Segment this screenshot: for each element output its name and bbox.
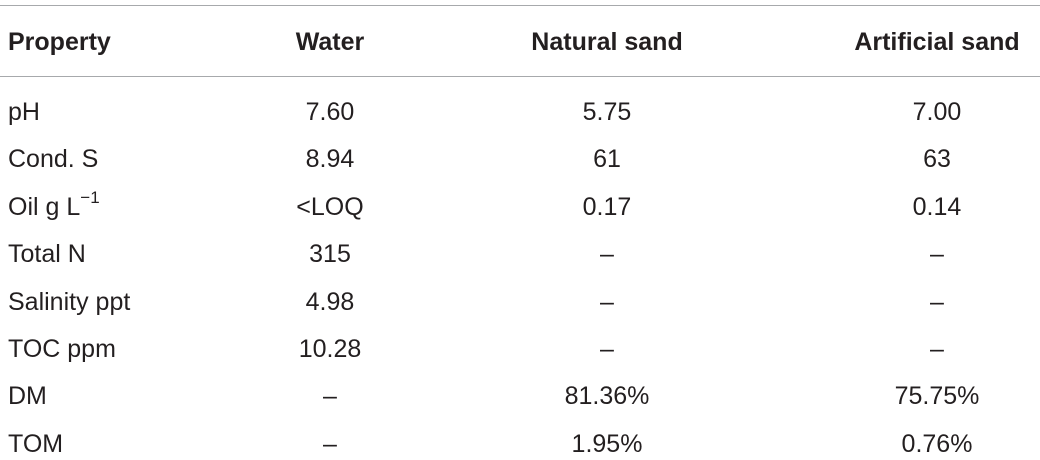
row-label: TOM [8,429,64,458]
table-cell: – [323,429,337,458]
label-text: Oil g L [8,192,81,221]
table-cell: – [600,335,614,363]
header-rule [0,76,1040,77]
top-rule [0,5,1040,6]
table-cell: – [323,382,337,411]
row-label: pH [8,98,40,126]
table-cell: 61 [593,145,621,174]
row-label: Salinity ppt [8,287,131,316]
superscript: −1 [80,188,100,208]
table-cell: 7.00 [912,98,962,126]
row-label: DM [8,382,47,411]
row-label: TOC ppm [8,335,116,363]
table-cell: 0.76% [901,429,973,458]
table-cell: <LOQ [296,192,364,221]
table-cell: 7.60 [305,98,355,126]
table-cell: 4.98 [305,287,355,316]
table-cell: 0.14 [912,192,962,221]
table-cell: 5.75 [582,98,632,126]
table-cell: 63 [923,145,951,174]
table-cell: – [930,240,944,269]
header-cell: Natural sand [531,28,683,56]
table-cell: – [600,240,614,269]
table-cell: 0.17 [582,192,632,221]
row-label: Total N [8,240,86,269]
table-cell: 10.28 [298,335,362,363]
table-cell: 1.95% [571,429,643,458]
header-cell: Property [8,28,111,56]
row-label: Cond. S [8,145,99,174]
table-cell: – [600,287,614,316]
table-cell: 81.36% [564,382,650,411]
header-cell: Artificial sand [854,28,1020,56]
table-cell: 75.75% [894,382,980,411]
table-cell: 8.94 [305,145,355,174]
table-cell: – [930,287,944,316]
header-cell: Water [295,28,365,56]
table-cell: 315 [309,240,351,269]
row-label: Oil g L−1 [8,189,100,222]
table-cell: – [930,335,944,363]
